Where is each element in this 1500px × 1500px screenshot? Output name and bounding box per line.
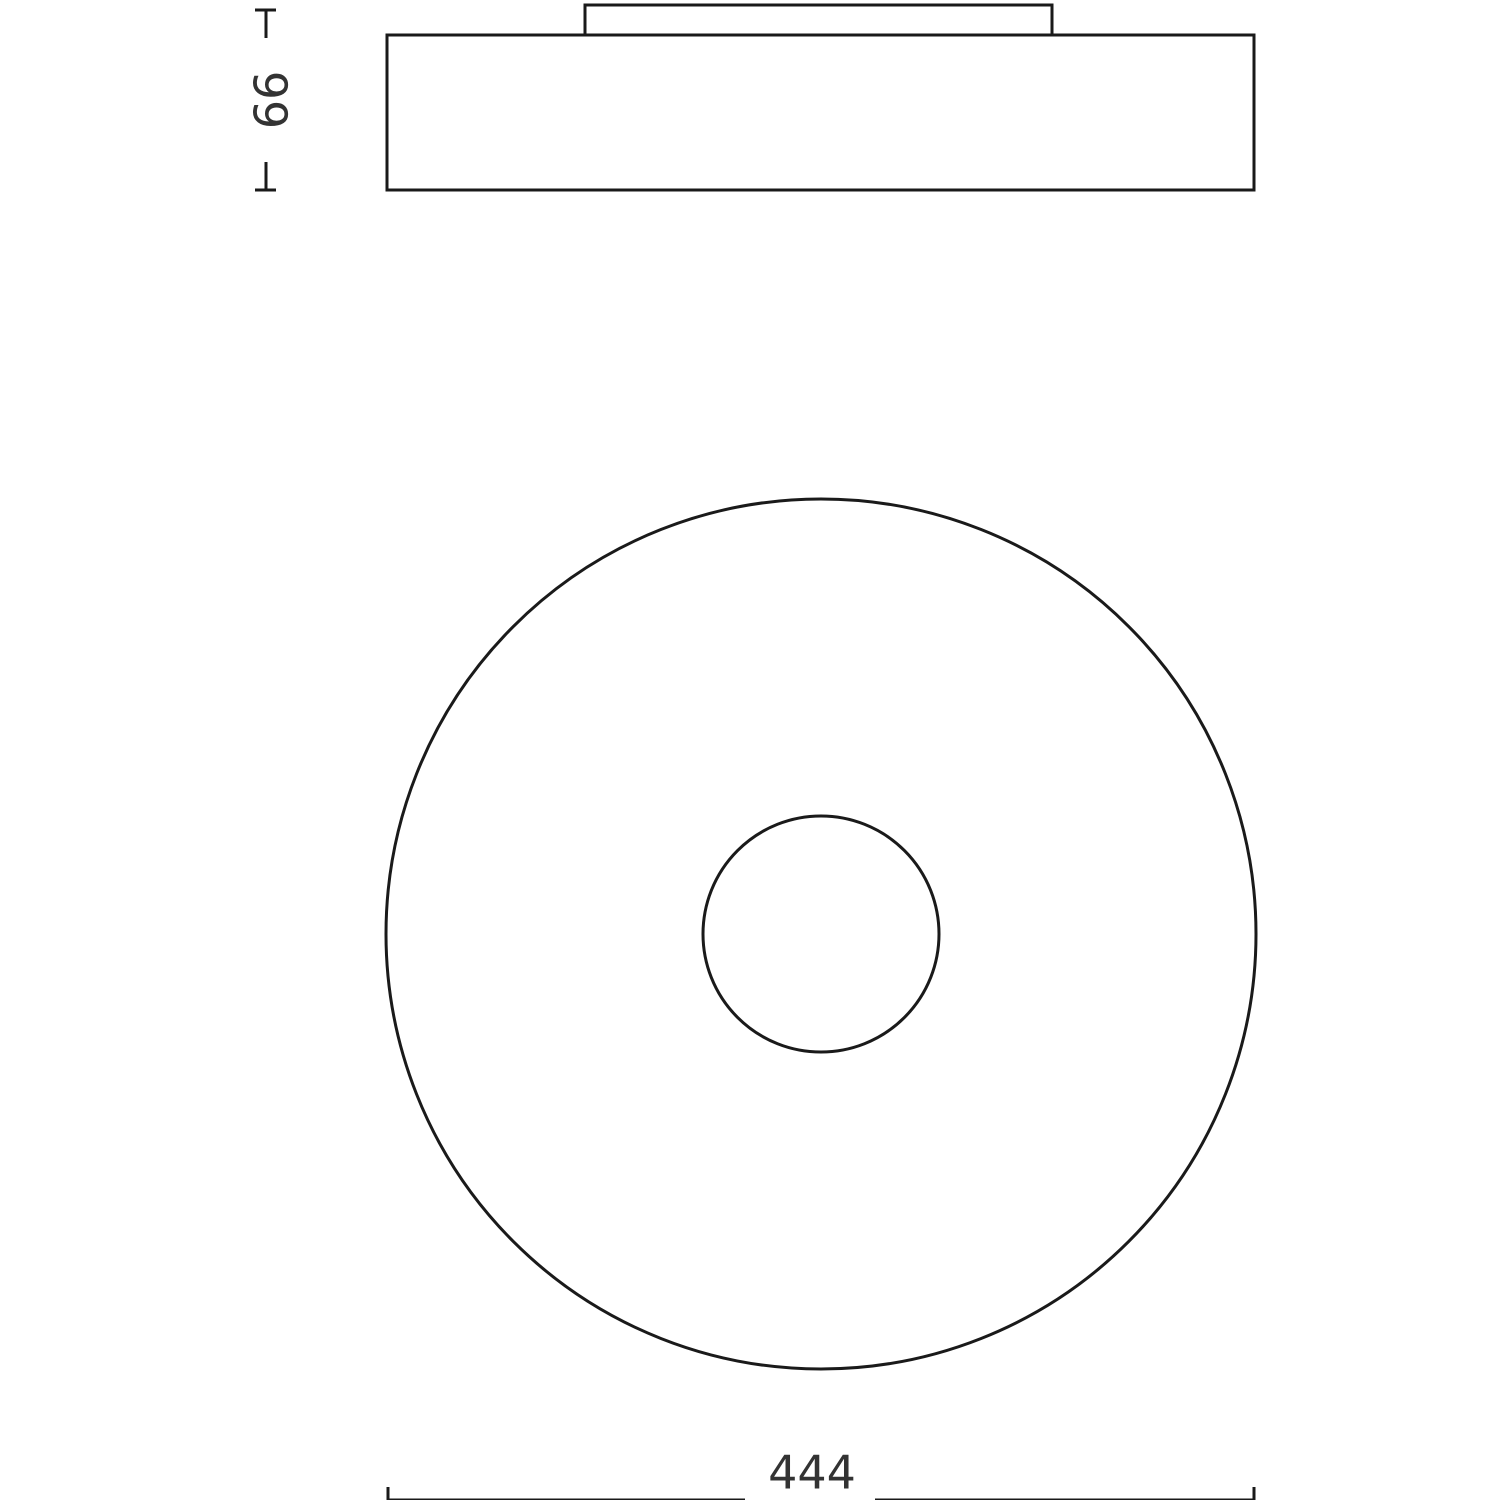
side-view-mount-base xyxy=(583,3,1054,35)
height-dim-label: 99 xyxy=(243,71,297,130)
height-dimension: 99 xyxy=(243,8,297,192)
width-dimension: 444 xyxy=(386,1446,1256,1500)
width-dim-label: 444 xyxy=(768,1446,856,1500)
top-view-inner-circle xyxy=(701,814,941,1054)
top-view-outer-circle xyxy=(384,497,1258,1371)
side-view-body xyxy=(385,33,1256,192)
